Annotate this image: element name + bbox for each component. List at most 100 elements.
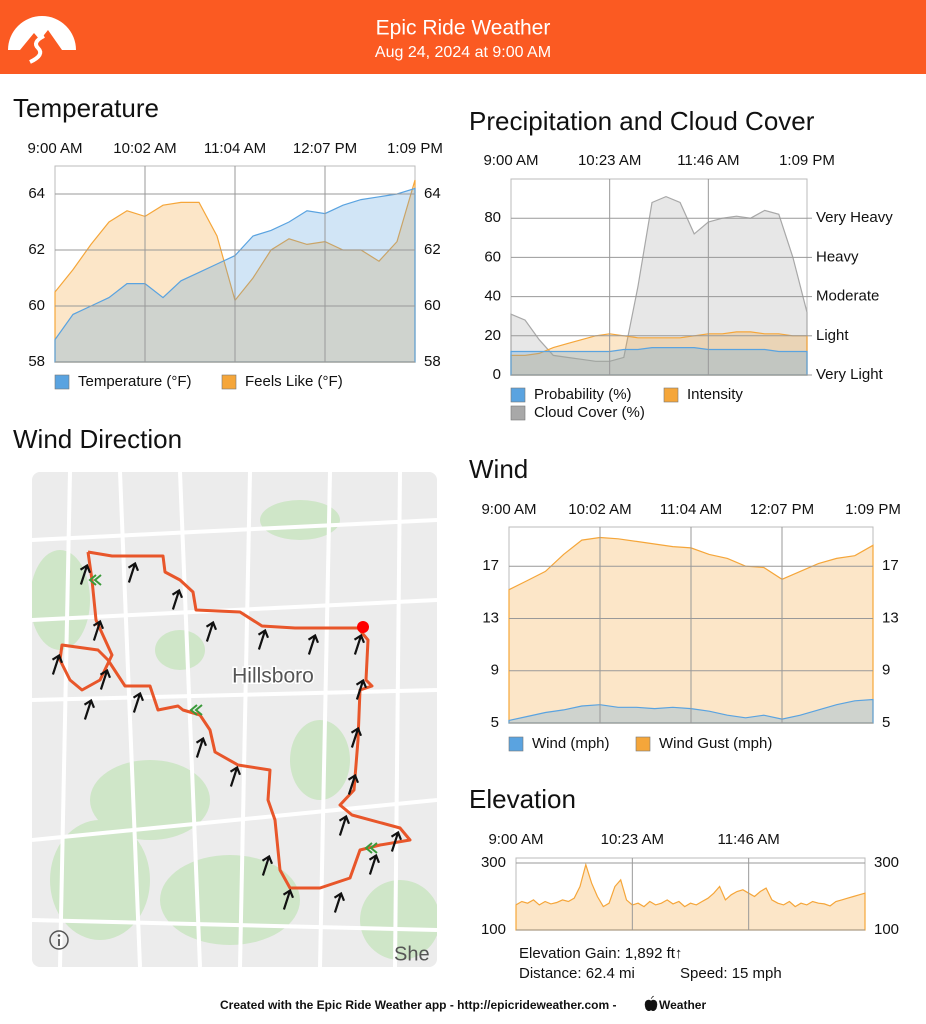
y-tick-label: 0	[493, 366, 501, 383]
y2-tick-label: Very Light	[816, 366, 884, 383]
footer-brand: Weather	[659, 998, 706, 1012]
info-icon[interactable]	[49, 930, 69, 950]
legend-label: Temperature (°F)	[78, 373, 192, 390]
y-tick-label-right: 9	[882, 662, 890, 679]
y-tick-label: 80	[484, 209, 501, 226]
map-title: Wind Direction	[13, 424, 182, 454]
wind-arrow	[355, 678, 368, 700]
y-tick-label: 40	[484, 288, 501, 305]
y-tick-label-right: 60	[424, 297, 441, 314]
area-series	[510, 347, 808, 376]
map-place-label: Hillsboro	[232, 665, 314, 688]
y-tick-label: 62	[28, 241, 45, 258]
y-tick-label-right: 100	[874, 921, 899, 938]
legend-label: Intensity	[687, 386, 743, 403]
wind-arrow	[368, 853, 381, 875]
elevation-gain: Elevation Gain: 1,892 ft↑	[519, 945, 682, 962]
x-tick-label: 11:46 AM	[677, 152, 739, 169]
wind-arrow	[79, 563, 92, 585]
wind-arrow	[132, 691, 145, 713]
route-chevron	[88, 574, 102, 586]
date-subtitle: Aug 24, 2024 at 9:00 AM	[375, 44, 551, 61]
app-title: Epic Ride Weather	[376, 17, 551, 40]
wind-arrow	[99, 668, 112, 690]
y-tick-label: 9	[491, 662, 499, 679]
map-place-label: She	[394, 943, 430, 965]
wind-arrow	[257, 628, 270, 650]
x-tick-label: 10:02 AM	[113, 140, 176, 157]
y-tick-label: 60	[28, 297, 45, 314]
wind-arrow	[390, 830, 403, 852]
wind-arrow	[350, 726, 363, 748]
y-tick-label: 300	[481, 854, 506, 871]
legend-swatch	[510, 387, 526, 403]
y-tick-label: 64	[28, 185, 45, 202]
legend-label: Probability (%)	[534, 386, 632, 403]
map: Hillsboro She	[32, 472, 437, 967]
apple-icon	[644, 995, 658, 1012]
speed: Speed: 15 mph	[680, 965, 782, 982]
legend-label: Cloud Cover (%)	[534, 404, 645, 421]
wind-arrow	[261, 854, 274, 876]
y-tick-label-right: 13	[882, 609, 899, 626]
legend-label: Wind Gust (mph)	[659, 735, 772, 752]
x-tick-label: 1:09 PM	[779, 152, 835, 169]
x-tick-label: 9:00 AM	[27, 140, 82, 157]
wind-arrow	[83, 698, 96, 720]
x-tick-label: 12:07 PM	[293, 140, 357, 157]
footer-text: Created with the Epic Ride Weather app -…	[220, 998, 617, 1012]
y2-tick-label: Heavy	[816, 248, 859, 265]
y2-tick-label: Very Heavy	[816, 209, 893, 226]
route-chevron	[189, 704, 203, 716]
y-tick-label: 60	[484, 248, 501, 265]
y-tick-label-right: 5	[882, 714, 890, 731]
y-tick-label: 13	[482, 609, 499, 626]
y-tick-label: 20	[484, 327, 501, 344]
wind-arrow	[92, 619, 105, 641]
legend-swatch	[221, 374, 237, 390]
wind-arrow	[205, 620, 218, 642]
y-tick-label-right: 300	[874, 854, 899, 871]
legend-swatch	[510, 405, 526, 421]
x-tick-label: 9:00 AM	[488, 831, 543, 848]
wind-arrow	[282, 888, 295, 910]
y-tick-label-right: 17	[882, 557, 899, 574]
x-tick-label: 11:04 AM	[660, 501, 722, 518]
x-tick-label: 9:00 AM	[483, 152, 538, 169]
x-tick-label: 1:09 PM	[845, 501, 901, 518]
x-tick-label: 12:07 PM	[750, 501, 814, 518]
y-tick-label: 5	[491, 714, 499, 731]
x-tick-label: 9:00 AM	[481, 501, 536, 518]
wind-arrow	[347, 773, 360, 795]
chart-title: Wind	[469, 454, 528, 484]
legend-swatch	[663, 387, 679, 403]
wind-arrow	[195, 736, 208, 758]
wind-arrow	[229, 765, 242, 787]
wind-arrow	[171, 588, 184, 610]
y-tick-label-right: 64	[424, 185, 441, 202]
x-tick-label: 10:23 AM	[578, 152, 641, 169]
route-chevron	[364, 842, 378, 854]
plot-area	[510, 178, 808, 376]
y-tick-label: 58	[28, 353, 45, 370]
wind-arrow	[353, 633, 366, 655]
chart-title: Precipitation and Cloud Cover	[469, 106, 815, 136]
chart-title: Elevation	[469, 784, 576, 814]
y-tick-label: 17	[482, 557, 499, 574]
y-tick-label: 100	[481, 921, 506, 938]
y-tick-label-right: 62	[424, 241, 441, 258]
wind-arrow	[338, 814, 351, 836]
y2-tick-label: Moderate	[816, 288, 879, 305]
x-tick-label: 10:02 AM	[568, 501, 631, 518]
legend-swatch	[54, 374, 70, 390]
x-tick-label: 10:23 AM	[601, 831, 664, 848]
legend-label: Wind (mph)	[532, 735, 610, 752]
wind-arrow	[333, 891, 346, 913]
x-tick-label: 11:04 AM	[204, 140, 266, 157]
legend-swatch	[635, 736, 651, 752]
logo	[8, 16, 76, 64]
y-tick-label-right: 58	[424, 353, 441, 370]
chart-title: Temperature	[13, 93, 159, 123]
x-tick-label: 1:09 PM	[387, 140, 443, 157]
